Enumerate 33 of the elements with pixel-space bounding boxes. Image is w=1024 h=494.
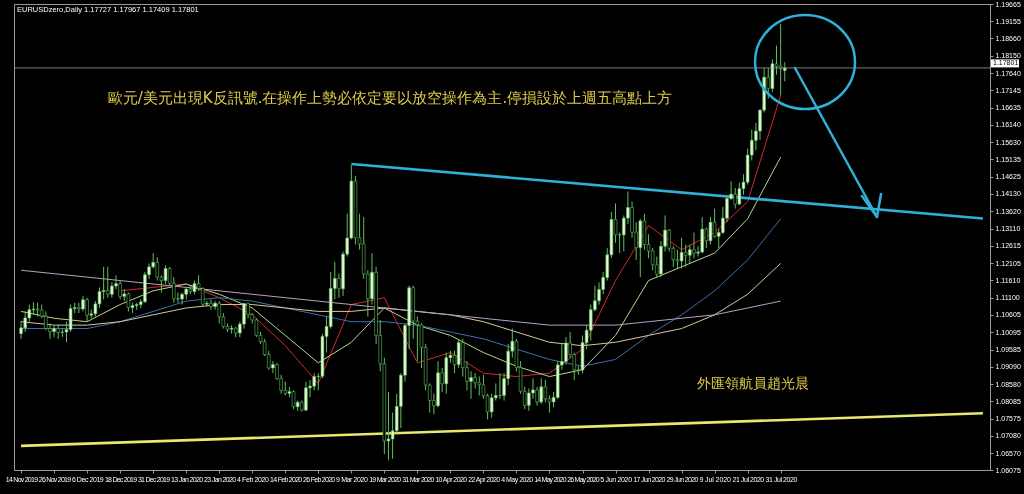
- candlestick: [684, 244, 688, 268]
- candlestick: [679, 237, 684, 270]
- candlestick: [539, 377, 543, 405]
- line-series: [20, 269, 782, 326]
- candlestick: [68, 304, 73, 333]
- annotation: 外匯領航員趙光晨: [697, 375, 809, 391]
- candlestick: [52, 324, 56, 338]
- candlestick: [209, 298, 213, 311]
- line-series: [20, 262, 782, 347]
- candlestick: [217, 300, 221, 324]
- candlestick: [642, 213, 647, 251]
- candlestick: [106, 266, 110, 299]
- candlestick: [77, 302, 81, 314]
- candlestick: [477, 376, 481, 396]
- candlestick: [201, 286, 205, 307]
- candlestick: [675, 249, 680, 270]
- candlestick: [564, 336, 568, 366]
- candlestick: [700, 216, 704, 254]
- candlestick: [19, 320, 23, 340]
- candlestick: [85, 297, 89, 323]
- candlestick: [543, 379, 548, 403]
- candlestick: [704, 226, 709, 249]
- candlestick: [692, 232, 696, 259]
- candlestick: [304, 381, 308, 412]
- line-series: [20, 156, 782, 378]
- candlestick: [163, 264, 168, 285]
- candlestick: [456, 338, 461, 369]
- candlestick: [469, 370, 473, 400]
- candlestick: [291, 389, 296, 410]
- candlestick: [155, 256, 159, 282]
- annotation: 歐元/美元出現K反訊號.在操作上勢必依定要以放空操作為主.停損設於上週五高點上方: [107, 89, 673, 107]
- candlestick: [180, 292, 184, 306]
- candlestick: [254, 317, 259, 338]
